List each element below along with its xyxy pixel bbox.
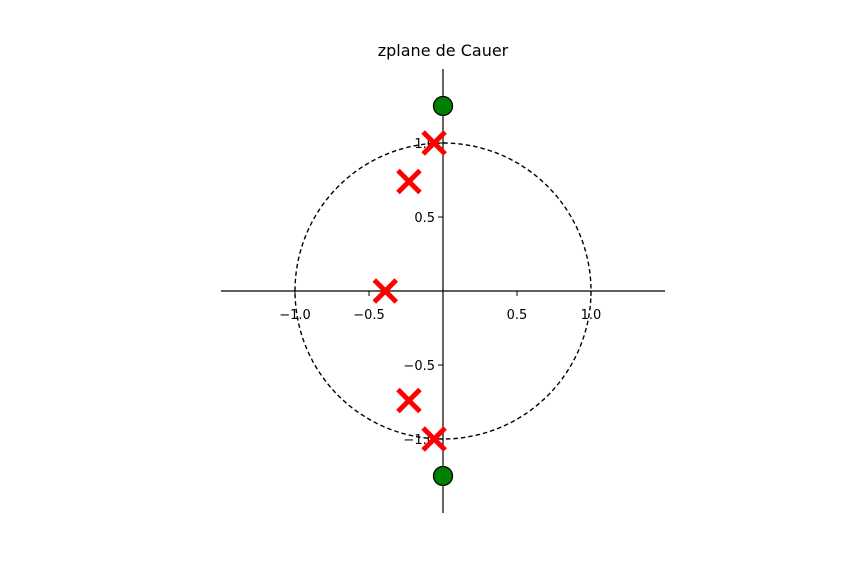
y-tick-label: −0.5 <box>403 359 435 374</box>
pole-marker <box>421 130 447 156</box>
pole-marker <box>372 278 399 304</box>
pole-marker <box>421 426 447 452</box>
markers <box>372 95 454 487</box>
y-tick-label: 0.5 <box>414 211 435 226</box>
pole-stroke <box>372 278 399 304</box>
zero-marker <box>432 465 454 487</box>
zero-marker <box>432 95 454 117</box>
pole-marker <box>396 387 422 414</box>
pole-marker <box>396 168 422 195</box>
chart-title: zplane de Cauer <box>378 41 509 60</box>
x-tick-label: 1.0 <box>581 308 602 323</box>
pole-stroke <box>396 168 422 195</box>
ticks: −1.0 −0.5 0.5 1.0−1.0−0.50.51.0 <box>279 137 601 448</box>
pole-stroke <box>421 130 447 156</box>
x-tick-label: −1.0 <box>279 308 311 323</box>
pole-stroke <box>396 387 422 414</box>
x-tick-label: 0.5 <box>507 308 528 323</box>
pole-stroke <box>421 426 447 452</box>
x-tick-label: −0.5 <box>353 308 385 323</box>
